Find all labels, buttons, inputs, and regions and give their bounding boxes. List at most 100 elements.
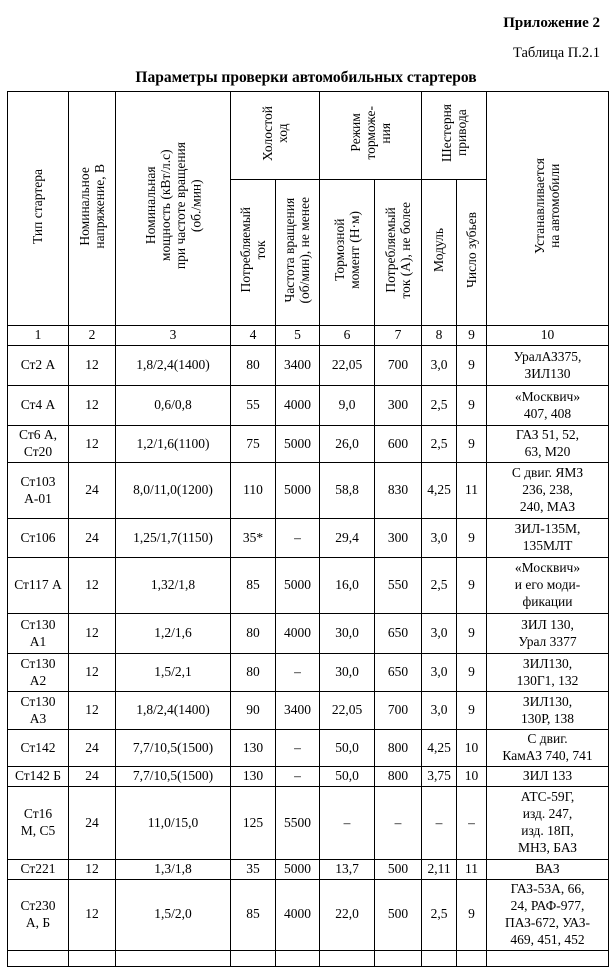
table-cell: 11: [456, 462, 488, 519]
table-cell: 1,8/2,4(1400): [115, 345, 231, 386]
table-cell: 800: [373, 729, 423, 767]
header-gear-module: Модуль: [421, 179, 458, 326]
table-cell: 55: [230, 385, 276, 426]
column-number: 6: [319, 325, 375, 346]
table-cell: 2,11: [421, 859, 458, 880]
table-cell: 500: [373, 859, 423, 880]
table-row: Ст130 А1 12 1,2/1,6 80 4000 30,0 650 3,0 9 ЗИЛ 13…: [7, 613, 610, 654]
table-cell: 3,0: [421, 345, 458, 386]
table-cell: 5500: [275, 786, 320, 860]
table-cell: –: [275, 766, 320, 787]
table-cell: 12: [68, 345, 116, 386]
table-row: Ст221 12 1,3/1,8 35 5000 13,7 500 2,11 11 ВАЗ: [7, 859, 610, 880]
table-cutoff: [7, 949, 610, 967]
table-cell: Ст6 А, Ст20: [7, 425, 69, 463]
table-cell: –: [456, 786, 488, 860]
table-cell: 3400: [275, 691, 320, 730]
header-group-gear-label: Шестерня привода: [438, 103, 470, 162]
table-cell: 5000: [275, 462, 320, 519]
table-cell: 30,0: [319, 653, 375, 692]
table-cell: 1,5/2,0: [115, 879, 231, 951]
table-cell: 22,05: [319, 345, 375, 386]
table-row: Ст16 М, С5 24 11,0/15,0 125 5500– – – – АТС-59Г,…: [7, 786, 610, 860]
table-cell: 30,0: [319, 613, 375, 654]
column-number: 2: [68, 325, 116, 346]
table-cell: 7,7/10,5(1500): [115, 766, 231, 787]
table-cell: 1,5/2,1: [115, 653, 231, 692]
header-idle-current: Потребляемый ток: [230, 179, 276, 326]
column-number: 3: [115, 325, 231, 346]
page-title: Параметры проверки автомобильных стартер…: [135, 69, 477, 86]
table-cell: [373, 949, 423, 967]
table-cell: 110: [230, 462, 276, 519]
table-cell: [456, 949, 488, 967]
table-cell: 1,2/1,6: [115, 613, 231, 654]
table-cell: 9: [456, 653, 488, 692]
table-cell: 75: [230, 425, 276, 463]
table-row: Ст117 А 12 1,32/1,8 85 5000 16,0 550 2,5 9 «Москв…: [7, 557, 610, 614]
header-nominal-voltage: Номинальное напряжение, В: [68, 91, 116, 326]
table-cell: 1,25/1,7(1150): [115, 518, 231, 558]
table-cell: 16,0: [319, 557, 375, 614]
header-idle-speed-label: Частота вращения (об/мин), не менее: [282, 196, 313, 304]
table-cell: 50,0: [319, 766, 375, 787]
table-cell: 10: [456, 766, 488, 787]
table-row: Ст2 А 12 1,8/2,4(1400) 80 3400 22,05 700 3,0 9 Ур…: [7, 345, 610, 386]
column-number: 5: [275, 325, 320, 346]
table-cell: 11: [456, 859, 488, 880]
table-cell: 85: [230, 879, 276, 951]
table-cell: 9: [456, 613, 488, 654]
table-cell: 4000: [275, 613, 320, 654]
table-cell: 800: [373, 766, 423, 787]
table-cell: ВАЗ: [486, 859, 610, 880]
table-cell: Ст103 А-01: [7, 462, 69, 519]
table-cell: 600: [373, 425, 423, 463]
table-cell: 80: [230, 613, 276, 654]
table-cell: –: [421, 786, 458, 860]
header-installed-on-label: Устанавливается на автомобили: [532, 158, 563, 254]
starters-table: Тип стартера Номинальное напряжение, В Н…: [7, 91, 610, 967]
table-cell: ЗИЛ 130, Урал 3377: [486, 613, 610, 654]
table-cell: 9: [456, 691, 488, 730]
table-cell: АТС-59Г, изд. 247, изд. 18П, МНЗ, БАЗ: [486, 786, 610, 860]
table-cell: 12: [68, 859, 116, 880]
table-cell: 24: [68, 786, 116, 860]
table-row: Ст142 24 7,7/10,5(1500) 130–50,0 800 4,25 10 С …: [7, 729, 610, 767]
table-cell: 26,0: [319, 425, 375, 463]
table-cell: «Москвич» и его моди- фикации: [486, 557, 610, 614]
table-cell: 24: [68, 462, 116, 519]
header-gear-teeth: Число зубьев: [456, 179, 488, 326]
table-cell: 650: [373, 653, 423, 692]
table-cell: Ст130 А2: [7, 653, 69, 692]
table-cell: ЗИЛ 133: [486, 766, 610, 787]
table-cell: 3,75: [421, 766, 458, 787]
header-brake-current: Потребляемый ток (А), не более: [373, 179, 423, 326]
table-cell: 130: [230, 766, 276, 787]
table-cell: 4000: [275, 879, 320, 951]
table-cell: 24: [68, 729, 116, 767]
table-cell: 12: [68, 879, 116, 951]
header-group-idle-label: Холостой ход: [259, 105, 290, 161]
table-cell: 80: [230, 653, 276, 692]
table-cell: 80: [230, 345, 276, 386]
table-cell: 3400: [275, 345, 320, 386]
table-cell: Ст130 А3: [7, 691, 69, 730]
table-cell: С двиг. КамАЗ 740, 741: [486, 729, 610, 767]
table-cell: 3,0: [421, 613, 458, 654]
header-nominal-power-label: Номинальная мощность (кВт/л.с) при часто…: [142, 142, 204, 270]
table-cell: 5000: [275, 557, 320, 614]
header-idle-speed: Частота вращения (об/мин), не менее: [275, 179, 320, 326]
table-cell: 1,3/1,8: [115, 859, 231, 880]
table-cell: Ст142 Б: [7, 766, 69, 787]
column-number: 4: [230, 325, 276, 346]
cutoff-row: [7, 949, 610, 967]
table-cell: Ст2 А: [7, 345, 69, 386]
table-cell: 29,4: [319, 518, 375, 558]
table-cell: 9: [456, 385, 488, 426]
column-number: 1: [7, 325, 69, 346]
table-cell: 24: [68, 518, 116, 558]
table-cell: Ст142: [7, 729, 69, 767]
header-group-brake: Режим торможе- ния: [318, 91, 423, 180]
table-cell: [115, 949, 231, 967]
table-cell: –: [275, 653, 320, 692]
